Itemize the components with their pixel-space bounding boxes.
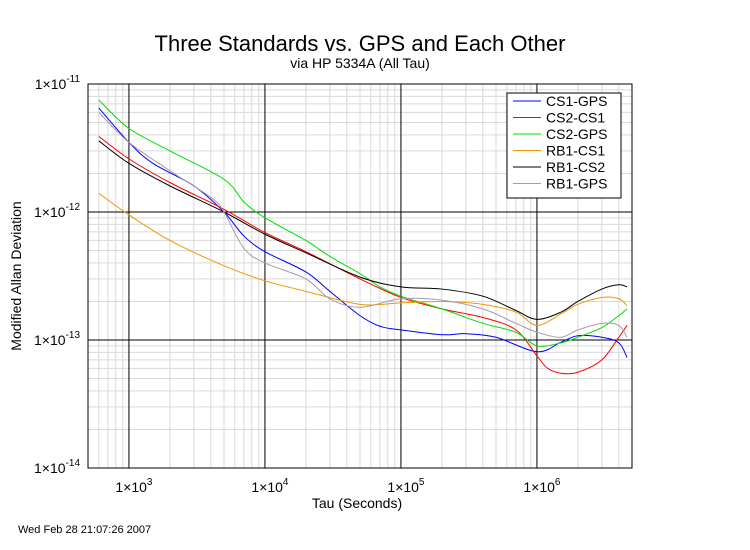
- y-axis-label: Modified Allan Deviation: [8, 201, 24, 350]
- series-line-rb1-cs2: [98, 140, 628, 320]
- x-tick-label: 1×103: [115, 477, 153, 495]
- legend-box: [506, 92, 622, 199]
- series-line-cs1-gps: [98, 107, 628, 358]
- series-line-cs2-cs1: [98, 135, 628, 375]
- series-line-rb1-cs1: [98, 192, 628, 326]
- x-axis-label: Tau (Seconds): [312, 495, 402, 511]
- y-tick-label: 1×10-12: [34, 202, 80, 220]
- x-tick-label: 1×105: [387, 477, 425, 495]
- legend: CS1-GPSCS2-CS1CS2-GPSRB1-CS1RB1-CS2RB1-G…: [506, 92, 622, 199]
- y-tick-label: 1×10-13: [34, 330, 80, 348]
- minor-gridlines: [87, 84, 633, 468]
- y-tick-label: 1×10-11: [35, 74, 81, 92]
- chart-subtitle: via HP 5334A (All Tau): [290, 55, 430, 71]
- legend-entry: RB1-GPS: [546, 176, 607, 192]
- y-tick-label: 1×10-14: [34, 458, 80, 476]
- x-tick-label: 1×106: [523, 477, 561, 495]
- chart-title: Three Standards vs. GPS and Each Other: [155, 31, 566, 56]
- legend-entry: CS2-CS1: [546, 110, 605, 126]
- timestamp: Wed Feb 28 21:07:26 2007: [18, 524, 151, 536]
- series-lines: [98, 99, 628, 375]
- legend-entry: CS1-GPS: [546, 93, 607, 109]
- legend-entry: CS2-GPS: [546, 126, 607, 142]
- legend-entry: RB1-CS2: [546, 159, 605, 175]
- x-tick-label: 1×104: [251, 477, 289, 495]
- series-line-cs2-gps: [98, 99, 628, 347]
- legend-entry: RB1-CS1: [546, 143, 605, 159]
- series-line-rb1-gps: [98, 112, 628, 338]
- plot-frame: [87, 83, 633, 469]
- tick-labels: 1×103 1×104 1×105 1×106 1×10-14 1×10-13 1×10-1…: [34, 74, 561, 495]
